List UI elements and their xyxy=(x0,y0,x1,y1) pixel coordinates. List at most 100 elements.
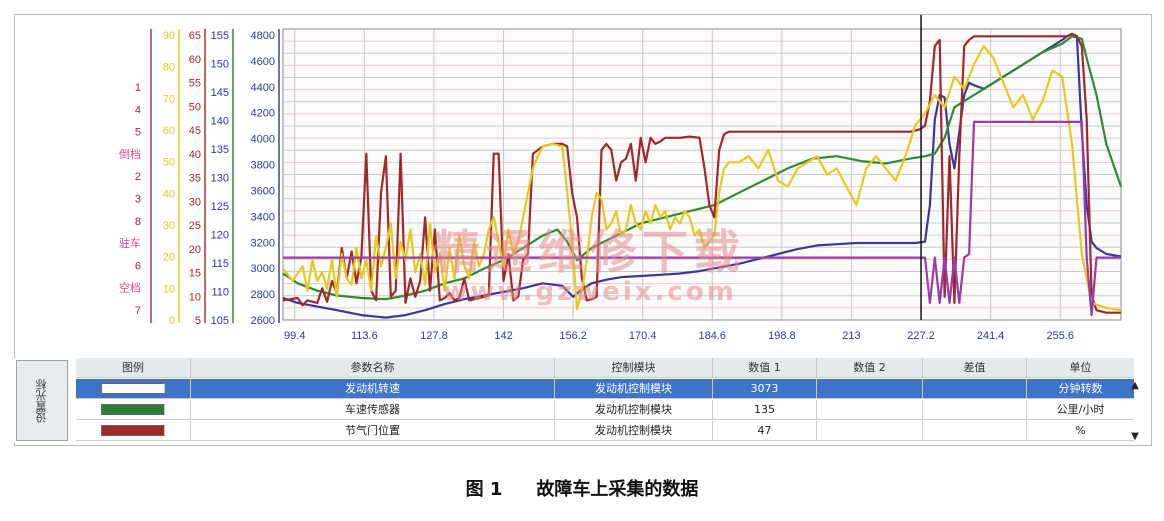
speed-axis-tick: 140 xyxy=(211,116,229,128)
value2 xyxy=(817,400,923,419)
unit: % xyxy=(1075,424,1086,437)
yellow-axis-tick: 10 xyxy=(163,283,175,295)
diff xyxy=(923,400,1027,419)
x-tick-label: 198.8 xyxy=(768,330,796,342)
yellow-axis-tick: 30 xyxy=(163,220,175,232)
pct-axis-tick: 5 xyxy=(195,315,201,327)
pct-axis-tick: 10 xyxy=(189,291,201,303)
rpm-axis-tick: 4600 xyxy=(251,56,275,68)
rpm-axis-tick: 4000 xyxy=(251,134,275,146)
module-name: 发动机控制模块 xyxy=(555,421,713,440)
rpm-axis-tick: 3800 xyxy=(251,160,275,172)
pct-axis-tick: 50 xyxy=(189,101,201,113)
module-name: 发动机控制模块 xyxy=(555,379,713,398)
speed-axis-tick: 120 xyxy=(211,230,229,242)
header-diff: 差值 xyxy=(923,358,1027,377)
table-row[interactable]: 节气门位置 发动机控制模块 47 % xyxy=(76,421,1134,441)
value2 xyxy=(817,421,923,440)
yellow-axis-tick: 40 xyxy=(163,188,175,200)
x-tick-label: 227.2 xyxy=(907,330,935,342)
yellow-axis-tick: 80 xyxy=(163,62,175,74)
legend-cell xyxy=(76,421,191,440)
figure-caption: 图 1 故障车上采集的数据 xyxy=(0,475,1164,501)
pct-axis-tick: 55 xyxy=(189,78,201,90)
gear-axis-label: 7 xyxy=(135,305,141,317)
gear-axis-label: 驻车 xyxy=(119,236,141,250)
gear-axis-label: 1 xyxy=(135,82,141,94)
pct-axis-tick: 25 xyxy=(189,220,201,232)
header-value2: 数值 2 xyxy=(817,358,923,377)
header-value1: 数值 1 xyxy=(713,358,817,377)
legend-swatch xyxy=(101,404,165,415)
rpm-axis-tick: 3600 xyxy=(251,185,275,197)
rpm-axis-tick: 4800 xyxy=(251,30,275,42)
value1: 135 xyxy=(713,400,817,419)
header-unit: 单位 xyxy=(1069,361,1092,374)
speed-axis-tick: 130 xyxy=(211,173,229,185)
rpm-axis-tick: 4200 xyxy=(251,108,275,120)
figure-title: 故障车上采集的数据 xyxy=(536,479,699,500)
param-name: 车速传感器 xyxy=(191,400,555,419)
diff xyxy=(923,379,1027,398)
yellow-axis-tick: 20 xyxy=(163,252,175,264)
header-legend: 图例 xyxy=(76,358,191,377)
pct-axis-tick: 30 xyxy=(189,196,201,208)
rpm-axis-tick: 3200 xyxy=(251,237,275,249)
x-tick-label: 184.6 xyxy=(699,330,727,342)
parameter-table: 设置光标 图例 参数名称 控制模块 数值 1 数值 2 差值 单位 发动机转速 … xyxy=(14,358,1150,443)
value2 xyxy=(817,379,923,398)
pct-axis-tick: 20 xyxy=(189,244,201,256)
x-tick-label: 255.6 xyxy=(1046,330,1074,342)
header-param-name: 参数名称 xyxy=(191,358,555,377)
rpm-axis-tick: 3000 xyxy=(251,263,275,275)
x-tick-label: 113.6 xyxy=(351,330,378,342)
x-tick-label: 127.8 xyxy=(420,330,448,342)
gear-axis-label: 6 xyxy=(135,260,141,272)
gear-axis-label: 4 xyxy=(135,104,141,116)
series-line-4 xyxy=(283,120,1121,317)
rpm-axis-tick: 4400 xyxy=(251,82,275,94)
gear-axis-label: 空档 xyxy=(119,281,141,295)
table-header: 图例 参数名称 控制模块 数值 1 数值 2 差值 单位 xyxy=(76,358,1134,378)
unit: 公里/小时 xyxy=(1056,403,1105,416)
series-line-3 xyxy=(282,45,1122,312)
speed-axis-tick: 115 xyxy=(211,258,229,270)
x-tick-label: 99.4 xyxy=(284,330,305,342)
scroll-down-icon[interactable]: ▼ xyxy=(1131,431,1139,442)
gear-axis-label: 5 xyxy=(135,127,141,139)
yellow-axis-tick: 50 xyxy=(163,157,175,169)
param-name: 发动机转速 xyxy=(191,379,555,398)
figure-number: 图 1 xyxy=(465,479,503,500)
yellow-axis-tick: 60 xyxy=(163,125,175,137)
x-tick-label: 170.4 xyxy=(629,330,657,342)
value1: 3073 xyxy=(713,379,817,398)
speed-axis-tick: 125 xyxy=(211,201,229,213)
x-tick-label: 213 xyxy=(842,330,860,342)
table-scrollbar[interactable]: ▲ ▼ xyxy=(1122,380,1148,442)
pct-axis-tick: 15 xyxy=(189,268,201,280)
speed-axis-tick: 110 xyxy=(211,287,229,299)
legend-swatch xyxy=(101,383,165,394)
pct-axis-tick: 45 xyxy=(189,125,201,137)
legend-cell xyxy=(76,379,191,398)
pct-axis-tick: 60 xyxy=(189,54,201,66)
gear-axis-label: 3 xyxy=(135,194,141,206)
set-cursor-label: 设置光标 xyxy=(35,378,48,423)
gear-axis-label: 8 xyxy=(135,216,141,228)
diff xyxy=(923,421,1027,440)
scroll-up-icon[interactable]: ▲ xyxy=(1131,380,1139,391)
value1: 47 xyxy=(713,421,817,440)
speed-axis-tick: 145 xyxy=(211,87,229,99)
x-tick-label: 142 xyxy=(494,330,512,342)
gear-axis-label: 2 xyxy=(135,171,141,183)
rpm-axis-tick: 3400 xyxy=(251,211,275,223)
table-row[interactable]: 车速传感器 发动机控制模块 135 公里/小时 xyxy=(76,400,1134,420)
x-tick-label: 156.2 xyxy=(559,330,587,342)
table-row[interactable]: 发动机转速 发动机控制模块 3073 分钟转数 xyxy=(76,379,1134,399)
set-cursor-tab[interactable]: 设置光标 xyxy=(16,360,68,441)
pct-axis-tick: 65 xyxy=(189,30,201,42)
unit: 分钟转数 xyxy=(1058,382,1103,395)
yellow-axis-tick: 70 xyxy=(163,93,175,105)
speed-axis-tick: 135 xyxy=(211,144,229,156)
yellow-axis-tick: 90 xyxy=(163,30,175,42)
